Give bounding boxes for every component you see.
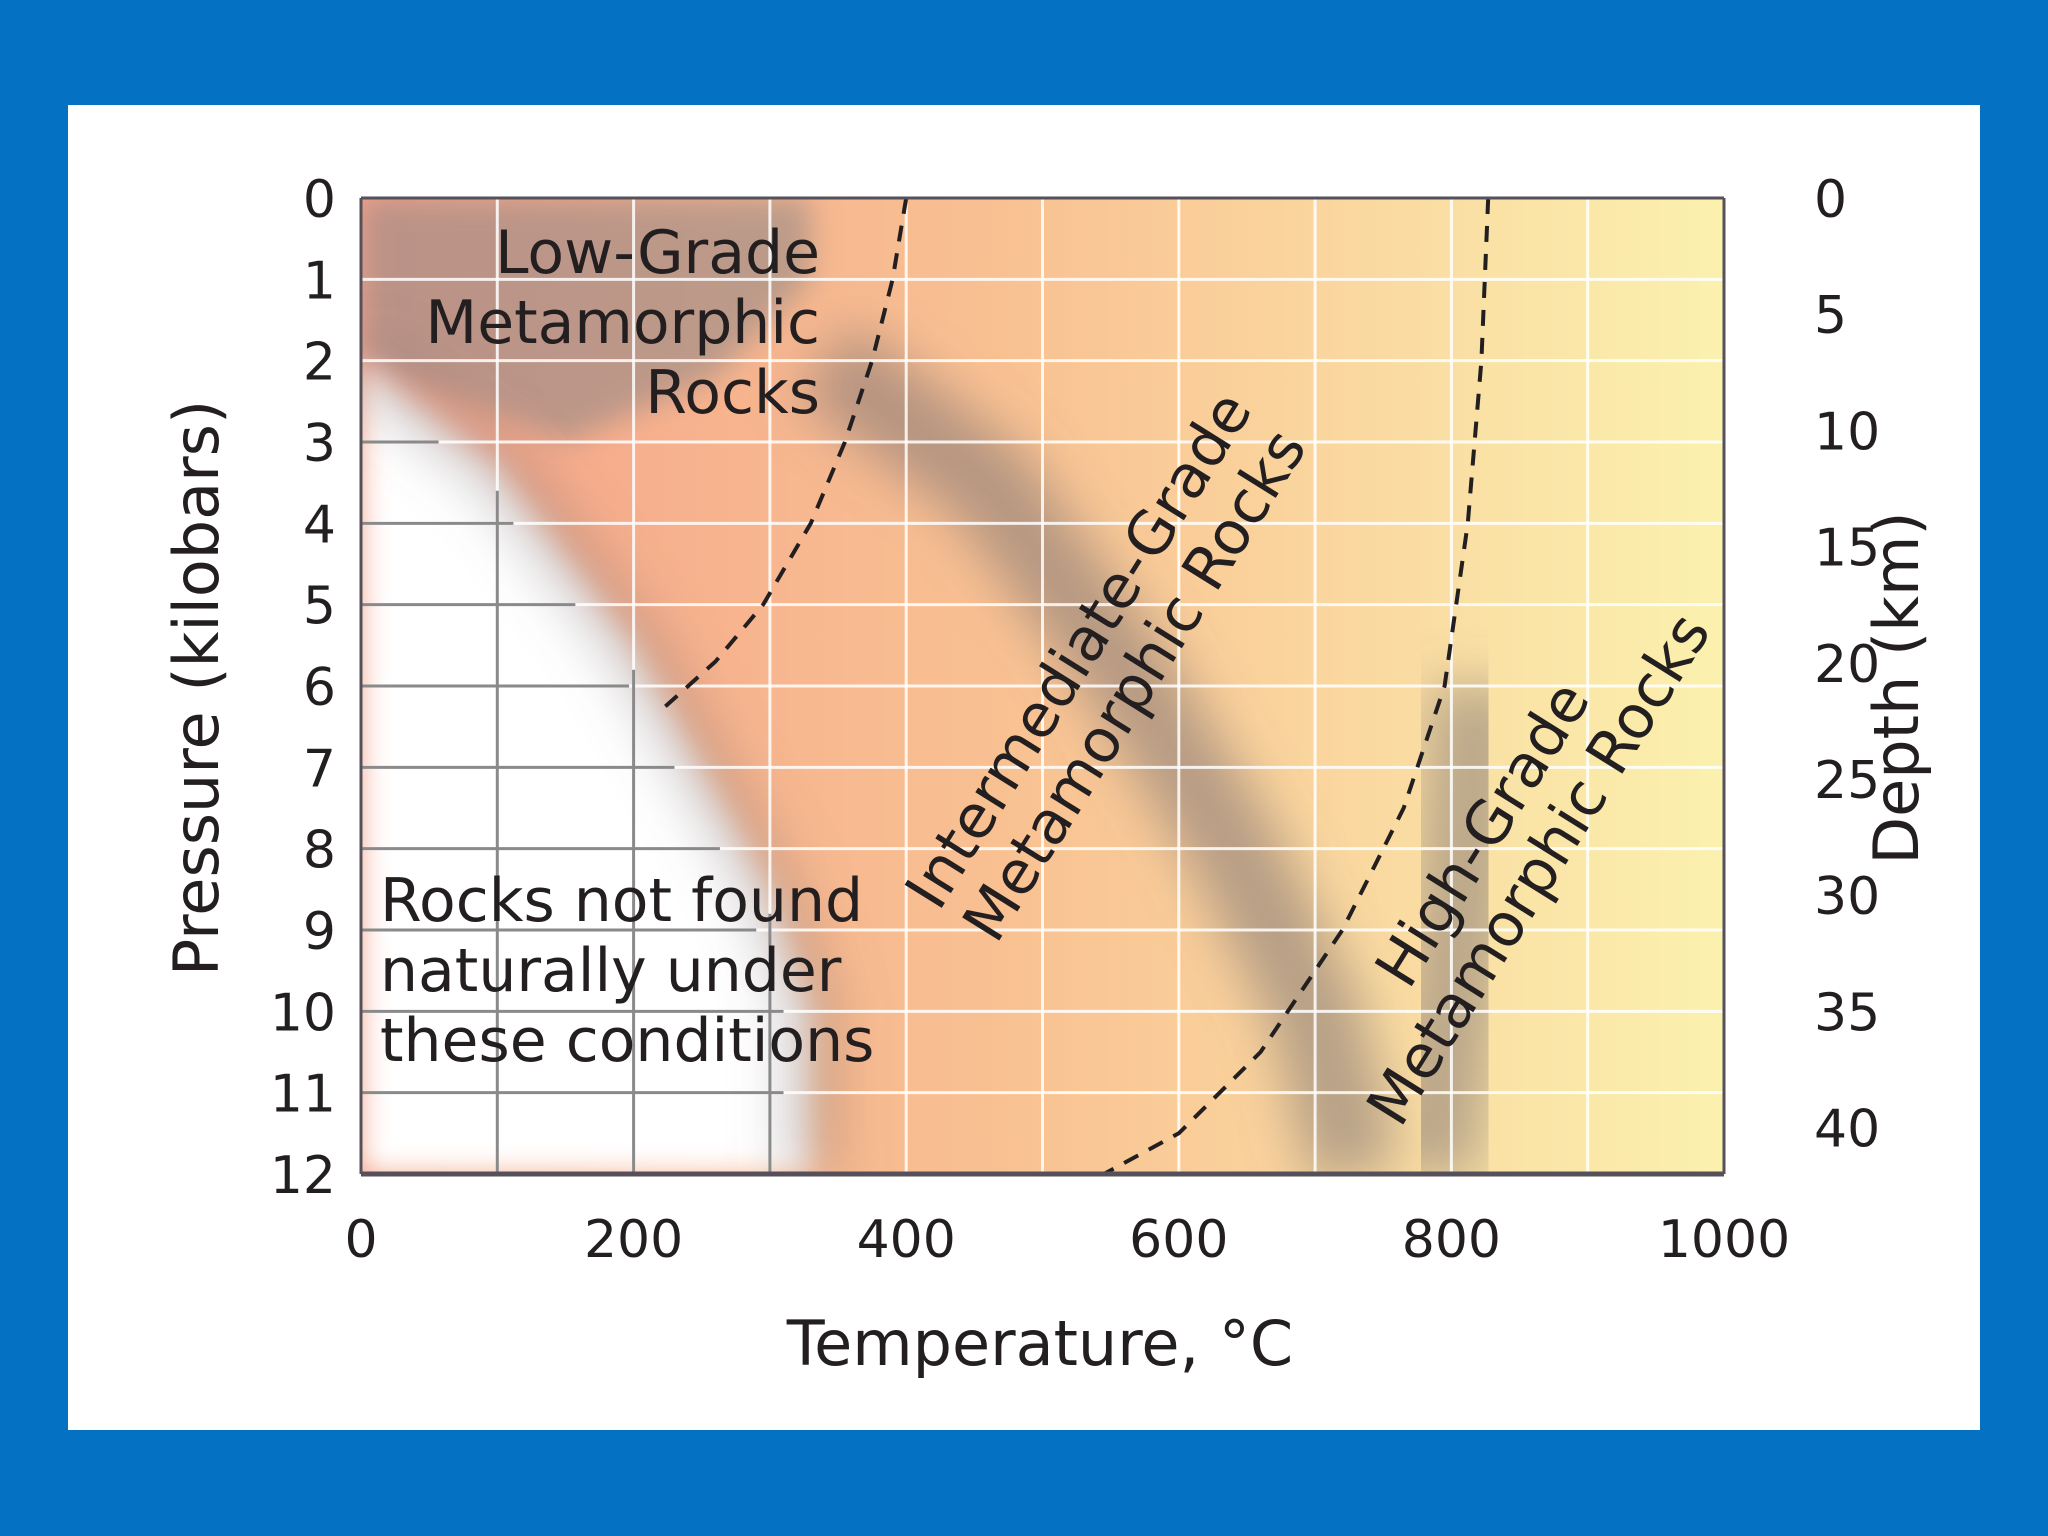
pressure-tick-label: 3 [303,414,336,474]
x-tick-label: 400 [857,1210,956,1270]
depth-tick-label: 10 [1814,402,1880,462]
depth-tick-label: 0 [1814,170,1847,230]
pressure-tick-label: 7 [303,739,336,799]
intermediate-high-boundary-line [1102,198,1491,1174]
depth-tick-label: 40 [1814,1100,1880,1160]
x-tick-label: 1000 [1658,1210,1790,1270]
pressure-tick-label: 9 [303,902,336,962]
region-label-line: Low-Grade [495,218,820,288]
depth-tick-label: 20 [1814,635,1880,695]
depth-axis-ticks: 0 5 10 15 20 25 30 35 40 [1814,170,1880,1160]
depth-tick-label: 25 [1814,751,1880,811]
x-tick-label: 200 [584,1210,683,1270]
region-label-line: these conditions [380,1006,874,1076]
region-label-line: Rocks [645,358,820,428]
region-label-line: Metamorphic [425,288,820,358]
x-tick-label: 600 [1129,1210,1228,1270]
pressure-tick-label: 10 [270,983,336,1043]
y-axis-title-left: Pressure (kilobars) [160,400,233,976]
depth-tick-label: 35 [1814,983,1880,1043]
pressure-tick-label: 6 [303,658,336,718]
low-grade-shade [361,198,811,442]
depth-tick-label: 15 [1814,519,1880,579]
pressure-tick-label: 0 [303,170,336,230]
pressure-tick-label: 2 [303,333,336,393]
pressure-tick-label: 1 [303,251,336,311]
pressure-tick-label: 8 [303,821,336,881]
x-tick-label: 0 [344,1210,377,1270]
x-axis-title: Temperature, °C [786,1307,1293,1380]
pressure-tick-label: 4 [303,495,336,555]
depth-tick-label: 30 [1814,867,1880,927]
pressure-tick-label: 5 [303,577,336,637]
depth-tick-label: 5 [1814,286,1847,346]
x-tick-label: 800 [1402,1210,1501,1270]
pressure-tick-label: 12 [270,1146,336,1206]
region-label-line: naturally under [380,936,842,1006]
plot-area [361,198,1724,1174]
low-intermediate-boundary-line [659,198,909,712]
pressure-tick-label: 11 [270,1065,336,1125]
x-axis-ticks: 0 200 400 600 800 1000 [344,1210,1790,1270]
grid [361,198,1724,1174]
region-label-line: Rocks not found [380,866,863,936]
slide-panel: 0 200 400 600 800 1000 0 1 2 3 4 5 6 7 8 9 10 11 12 0 5 10 1… [68,105,1980,1430]
y-axis-title-right: Depth (km) [1860,511,1933,864]
